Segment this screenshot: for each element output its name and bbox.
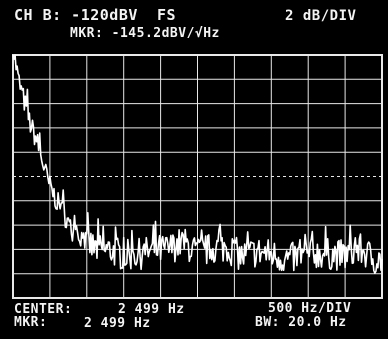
vertical-scale-readout: 2 dB/DIV	[285, 8, 357, 24]
channel-readout: CH B: -120dBV FS	[14, 6, 177, 24]
bandwidth-readout: BW: 20.0 Hz	[255, 315, 347, 330]
spectrum-trace	[12, 54, 383, 274]
marker-frequency-value: 2 499 Hz	[84, 316, 151, 331]
span-per-division-readout: 500 Hz/DIV	[268, 301, 352, 316]
center-label: CENTER:	[14, 302, 73, 317]
center-frequency-value: 2 499 Hz	[118, 302, 185, 317]
graticule-grid	[13, 55, 382, 298]
marker-level-readout: MKR: -145.2dBV/√Hz	[70, 26, 220, 41]
marker-label: MKR:	[14, 315, 48, 330]
